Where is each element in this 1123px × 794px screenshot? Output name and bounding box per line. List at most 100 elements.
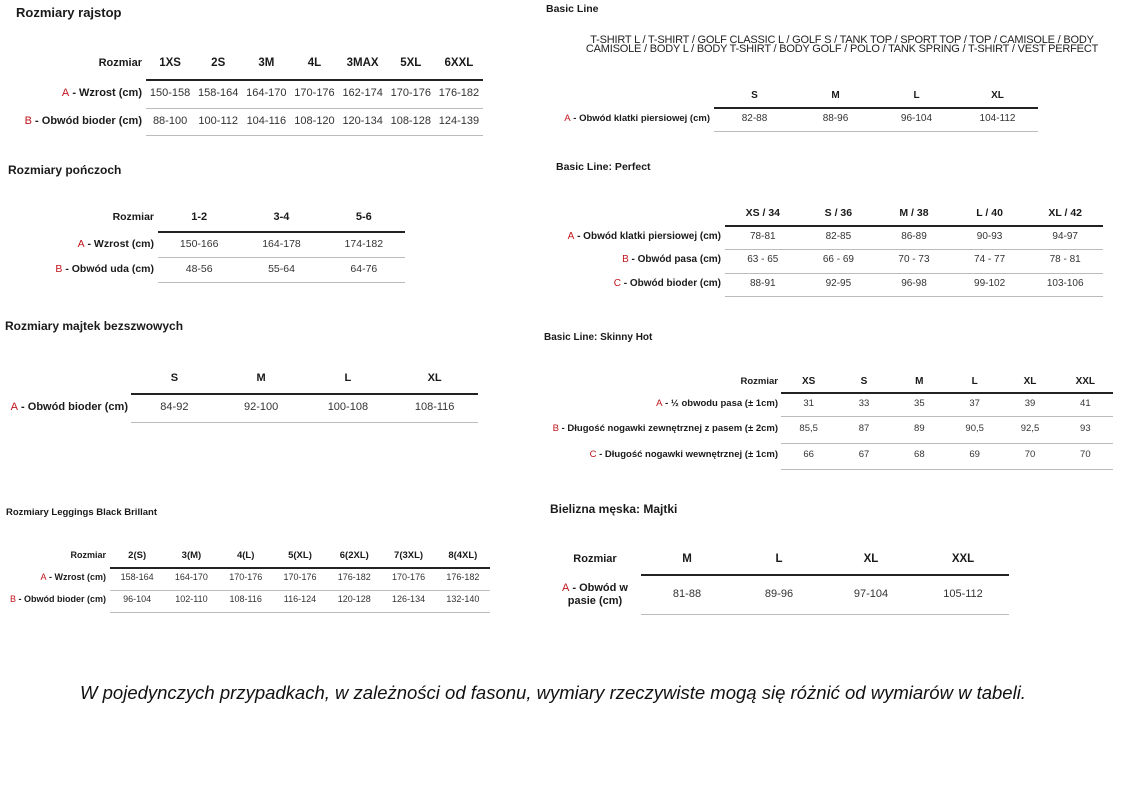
column-header: 4L (307, 57, 322, 69)
table-cell: 108-128 (390, 114, 431, 127)
corner-label-rozmiar: Rozmiar (112, 211, 154, 223)
row-letter: A (10, 401, 18, 413)
table-cell: 88-91 (750, 277, 776, 289)
row-label: A - Wzrost (cm) (0, 87, 142, 99)
column-header: XL (1023, 376, 1037, 387)
column-header: S / 36 (824, 207, 853, 219)
table-cell: 176-182 (446, 572, 480, 582)
column-header: 1-2 (191, 211, 208, 223)
column-header: XL (427, 372, 442, 384)
table-cell: 164-170 (174, 572, 208, 582)
table-cell: 164-170 (246, 87, 287, 99)
table-title: Bielizna męska: Majtki (550, 502, 678, 516)
table-cell: 89-96 (764, 587, 794, 600)
row-label-text: - Obwód w pasie (cm) (567, 581, 628, 607)
column-header: L (775, 553, 783, 565)
table-cell: 81-88 (672, 587, 702, 600)
table-cell: 170-176 (229, 572, 263, 582)
column-header: 3M (258, 57, 275, 69)
row-letter: C (589, 449, 597, 460)
row-divider (131, 422, 478, 423)
row-letter: A (40, 572, 47, 582)
table-cell: 162-174 (342, 87, 383, 99)
row-letter: B (552, 422, 559, 434)
row-letter: C (613, 277, 621, 289)
table-cell: 94-97 (1052, 230, 1078, 242)
row-label-text: - Obwód klatki piersiowej (cm) (570, 112, 710, 124)
row-divider (725, 273, 1103, 274)
column-header: L / 40 (976, 207, 1003, 219)
column-header: M (256, 372, 266, 384)
table-cell: 170-176 (294, 87, 335, 99)
column-header: L (971, 376, 978, 387)
table-title: Basic Line: Skinny Hot (544, 332, 653, 343)
header-divider (781, 392, 1113, 394)
row-letter: A (564, 112, 571, 124)
table-cell: 74 - 77 (974, 254, 1006, 265)
column-header: XS (801, 376, 816, 387)
table-cell: 70 - 73 (898, 254, 930, 265)
table-cell: 108-120 (294, 114, 335, 127)
table-cell: 92-95 (825, 277, 852, 289)
table-cell: 88-100 (152, 114, 188, 127)
table-cell: 96-104 (900, 112, 933, 124)
header-divider (641, 574, 1009, 576)
corner-label-rozmiar: Rozmiar (573, 553, 617, 565)
table-cell: 87 (858, 422, 870, 434)
row-label-text: - Obwód klatki piersiowej (cm) (574, 230, 721, 242)
column-header: L (344, 372, 352, 384)
table-cell: 92-100 (243, 401, 279, 413)
row-letter: A (61, 87, 70, 99)
row-label: A - Wzrost (cm) (0, 238, 154, 250)
row-label: A - Wzrost (cm) (0, 572, 106, 582)
row-label: B - Obwód uda (cm) (0, 263, 154, 275)
row-label: A - Obwód w pasie (cm) (555, 582, 635, 608)
table-cell: 170-176 (392, 572, 426, 582)
corner-label-rozmiar: Rozmiar (98, 57, 142, 69)
column-header: 2(S) (128, 550, 147, 561)
column-header: XL (863, 553, 879, 565)
table-cell: 63 - 65 (747, 254, 779, 265)
corner-label-rozmiar: Rozmiar (740, 376, 778, 387)
table-cell: 99-102 (974, 277, 1006, 289)
table-cell: 84-92 (160, 401, 189, 413)
table-cell: 97-104 (853, 587, 889, 600)
column-header: 8(4XL) (448, 550, 478, 561)
column-header: M / 38 (899, 207, 929, 219)
table-cell: 103-106 (1046, 277, 1084, 289)
row-divider (158, 257, 405, 258)
table-cell: 93 (1080, 422, 1091, 434)
header-divider (146, 79, 483, 81)
table-title: Basic Line: Perfect (556, 161, 651, 173)
row-divider (725, 296, 1103, 297)
column-header: S (860, 376, 868, 387)
table-cell: 124-139 (438, 114, 480, 127)
column-header: S (751, 90, 758, 101)
table-title: Basic Line (546, 3, 599, 15)
header-divider (725, 225, 1103, 227)
table-cell: 176-182 (337, 572, 371, 582)
table-cell: 96-104 (123, 594, 152, 604)
table-cell: 150-158 (149, 87, 191, 99)
table-cell: 158-164 (198, 87, 239, 99)
table-cell: 48-56 (185, 262, 213, 275)
table-cell: 96-98 (901, 277, 927, 289)
row-label-text: - Wzrost (cm) (84, 237, 154, 250)
row-label: A - Obwód klatki piersiowej (cm) (0, 113, 710, 124)
row-label-text: - Obwód bioder (cm) (18, 401, 128, 413)
row-label: B - Długość nogawki zewnętrznej z pasem … (0, 423, 778, 434)
table-cell: 174-182 (344, 237, 384, 250)
table-cell: 116-124 (283, 594, 317, 604)
row-label-text: - Wzrost (cm) (46, 572, 106, 582)
row-letter: A (561, 581, 570, 594)
table-cell: 92,5 (1020, 422, 1040, 434)
row-letter: A (656, 397, 663, 409)
table-cell: 78-81 (750, 230, 776, 242)
table-cell: 132-140 (446, 594, 480, 604)
column-header: XS / 34 (745, 207, 781, 219)
table-cell: 89 (914, 422, 925, 434)
header-divider (131, 393, 478, 395)
corner-label-rozmiar: Rozmiar (70, 550, 106, 560)
column-header: S (170, 372, 179, 384)
basic-line-products-line-1: T-SHIRT L / T-SHIRT / GOLF CLASSIC L / G… (590, 34, 1094, 46)
